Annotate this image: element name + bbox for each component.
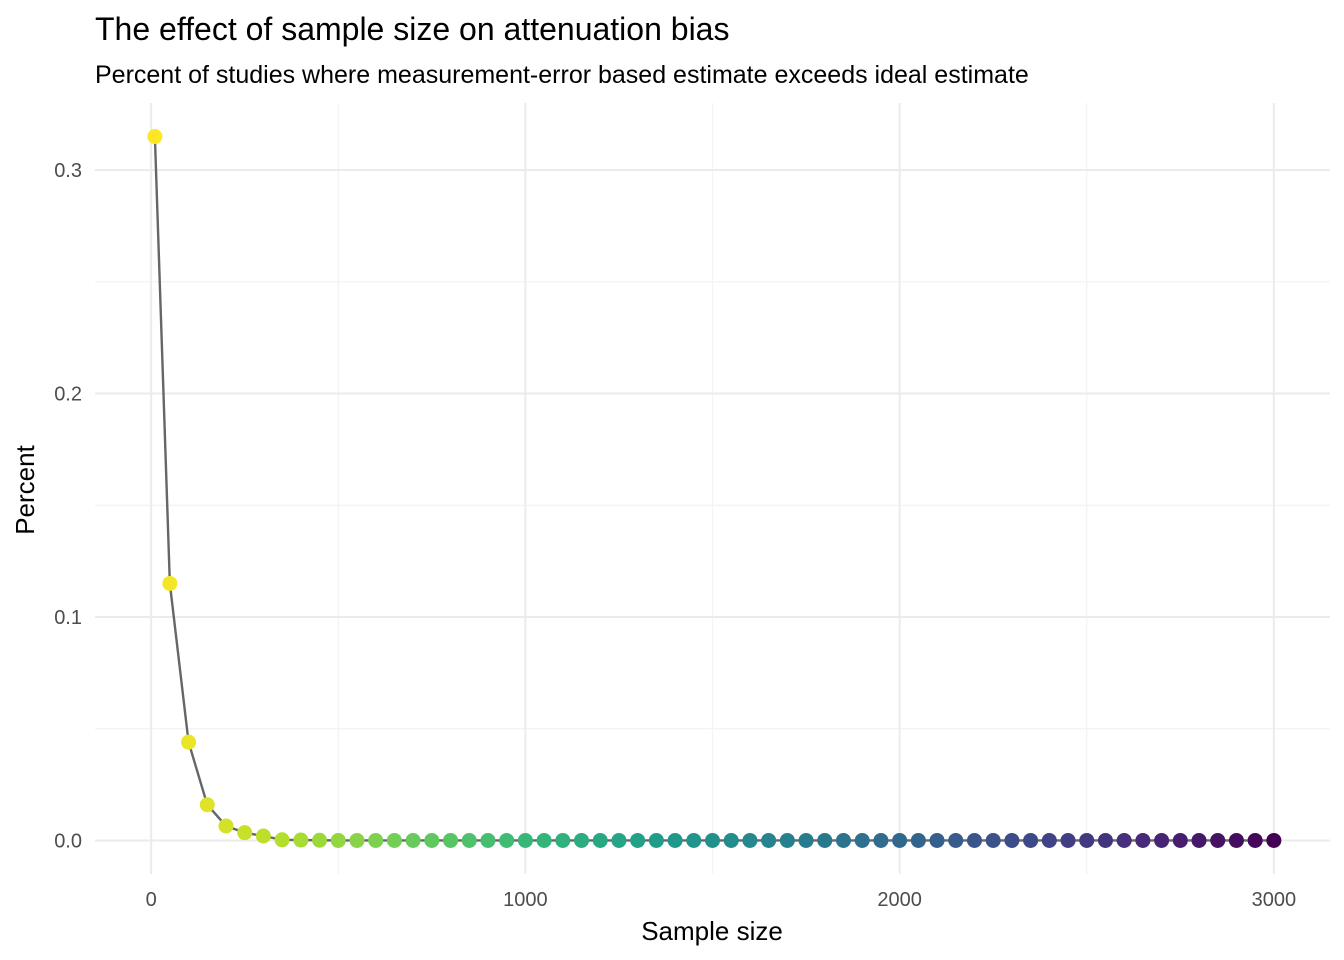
data-point — [948, 832, 964, 848]
data-point — [854, 832, 870, 848]
data-point — [611, 832, 627, 848]
y-tick-label: 0.0 — [54, 830, 82, 852]
data-point — [648, 832, 664, 848]
data-point — [592, 832, 608, 848]
data-points — [147, 129, 1282, 848]
data-point — [1191, 832, 1207, 848]
data-point — [424, 832, 440, 848]
data-point — [1079, 832, 1095, 848]
data-point — [237, 825, 253, 841]
series-line — [153, 136, 1274, 842]
data-point — [817, 832, 833, 848]
data-point — [499, 832, 515, 848]
data-point — [1247, 832, 1263, 848]
data-point — [274, 832, 290, 848]
data-point — [517, 832, 533, 848]
x-axis-title: Sample size — [641, 916, 783, 946]
data-point — [1154, 832, 1170, 848]
x-tick-label: 2000 — [877, 889, 922, 911]
data-point — [480, 832, 496, 848]
data-point — [1228, 832, 1244, 848]
data-point — [312, 832, 328, 848]
y-tick-label: 0.2 — [54, 384, 82, 406]
x-tick-label: 1000 — [503, 889, 548, 911]
data-point — [1210, 832, 1226, 848]
data-point — [742, 832, 758, 848]
data-point — [798, 832, 814, 848]
data-point — [147, 129, 163, 145]
chart-title: The effect of sample size on attenuation… — [95, 11, 729, 47]
data-point — [1023, 832, 1039, 848]
data-point — [443, 832, 459, 848]
data-point — [929, 832, 945, 848]
data-point — [255, 828, 271, 844]
data-point — [461, 832, 477, 848]
data-point — [368, 832, 384, 848]
data-point — [910, 832, 926, 848]
chart-subtitle: Percent of studies where measurement-err… — [95, 61, 1029, 89]
data-point — [1172, 832, 1188, 848]
data-point — [892, 832, 908, 848]
data-point — [1004, 832, 1020, 848]
data-point — [966, 832, 982, 848]
data-point — [686, 832, 702, 848]
data-point — [1041, 832, 1057, 848]
data-point — [555, 832, 571, 848]
grid — [95, 103, 1330, 874]
y-tick-label: 0.1 — [54, 607, 82, 629]
data-point — [293, 832, 309, 848]
data-point — [1060, 832, 1076, 848]
data-point — [1097, 832, 1113, 848]
data-point — [405, 832, 421, 848]
y-axis-title: Percent — [10, 444, 40, 534]
axes: 0 1000 2000 3000 0.0 0.1 0.2 0.3 — [54, 160, 1296, 911]
data-point — [779, 832, 795, 848]
data-point — [835, 832, 851, 848]
data-point — [1135, 832, 1151, 848]
data-point — [667, 832, 683, 848]
data-point — [218, 818, 234, 834]
data-point — [1116, 832, 1132, 848]
data-point — [873, 832, 889, 848]
x-tick-label: 0 — [146, 889, 157, 911]
data-point — [985, 832, 1001, 848]
data-point — [761, 832, 777, 848]
y-tick-label: 0.3 — [54, 160, 82, 182]
data-point — [330, 832, 346, 848]
data-point — [386, 832, 402, 848]
data-point — [705, 832, 720, 848]
data-point — [630, 832, 646, 848]
data-point — [1266, 832, 1282, 848]
x-tick-label: 3000 — [1252, 889, 1297, 911]
data-point — [574, 832, 590, 848]
data-point — [723, 832, 739, 848]
data-point — [162, 575, 178, 591]
data-point — [199, 797, 215, 813]
data-point — [536, 832, 552, 848]
data-point — [181, 734, 197, 750]
data-point — [349, 832, 365, 848]
